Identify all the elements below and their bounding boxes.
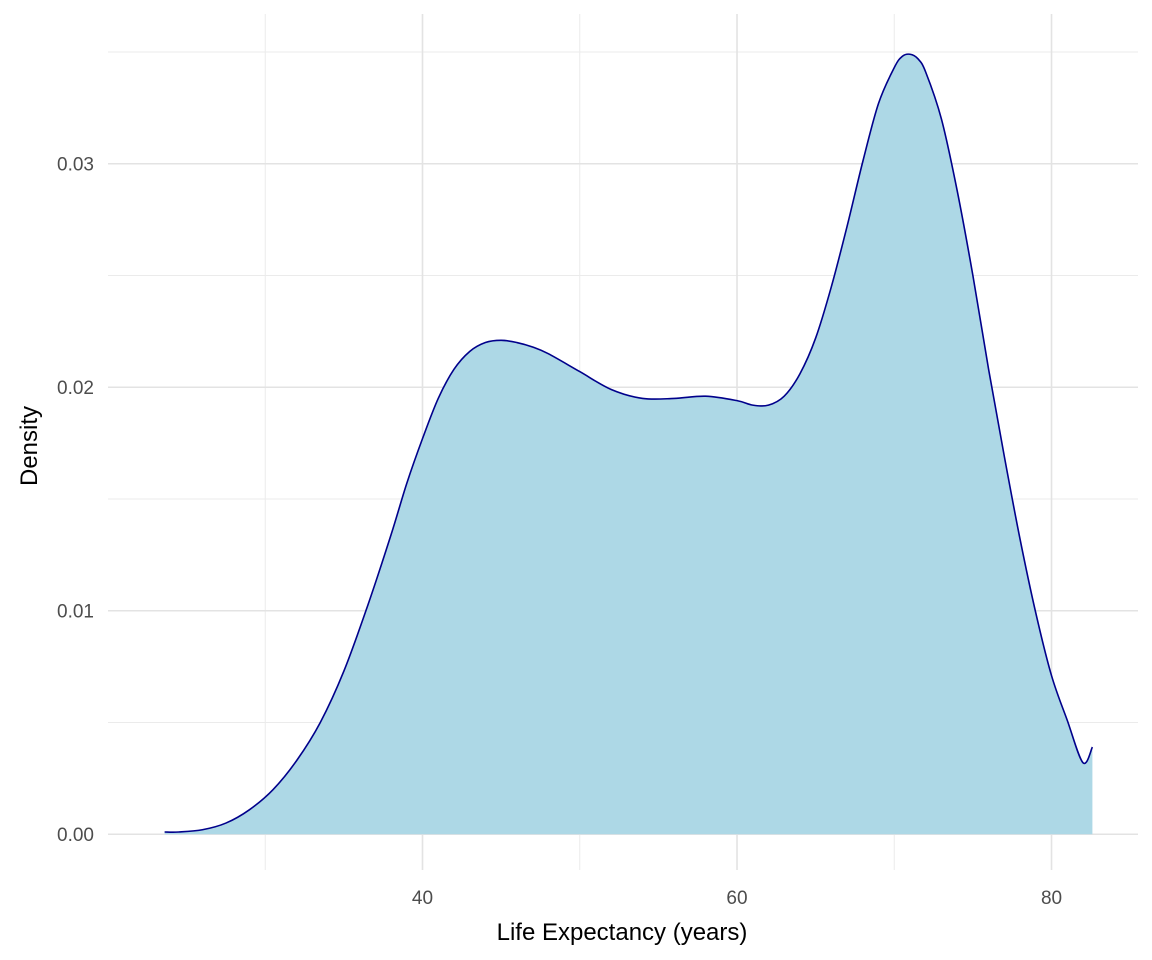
- x-tick-label: 80: [1041, 888, 1062, 909]
- density-line: [164, 53, 1094, 833]
- y-axis-title: Density: [16, 406, 43, 486]
- x-tick-label: 40: [412, 888, 433, 909]
- x-tick-label: 60: [726, 888, 747, 909]
- y-tick-label: 0.03: [57, 155, 94, 176]
- y-tick-label: 0.00: [57, 825, 94, 846]
- density-area: [164, 54, 1093, 835]
- x-tick-labels: 40 60 80: [412, 888, 1062, 909]
- x-axis-title: Life Expectancy (years): [497, 919, 748, 946]
- y-tick-label: 0.01: [57, 602, 94, 623]
- y-tick-labels: 0.00 0.01 0.02 0.03: [57, 155, 94, 846]
- y-tick-label: 0.02: [57, 378, 94, 399]
